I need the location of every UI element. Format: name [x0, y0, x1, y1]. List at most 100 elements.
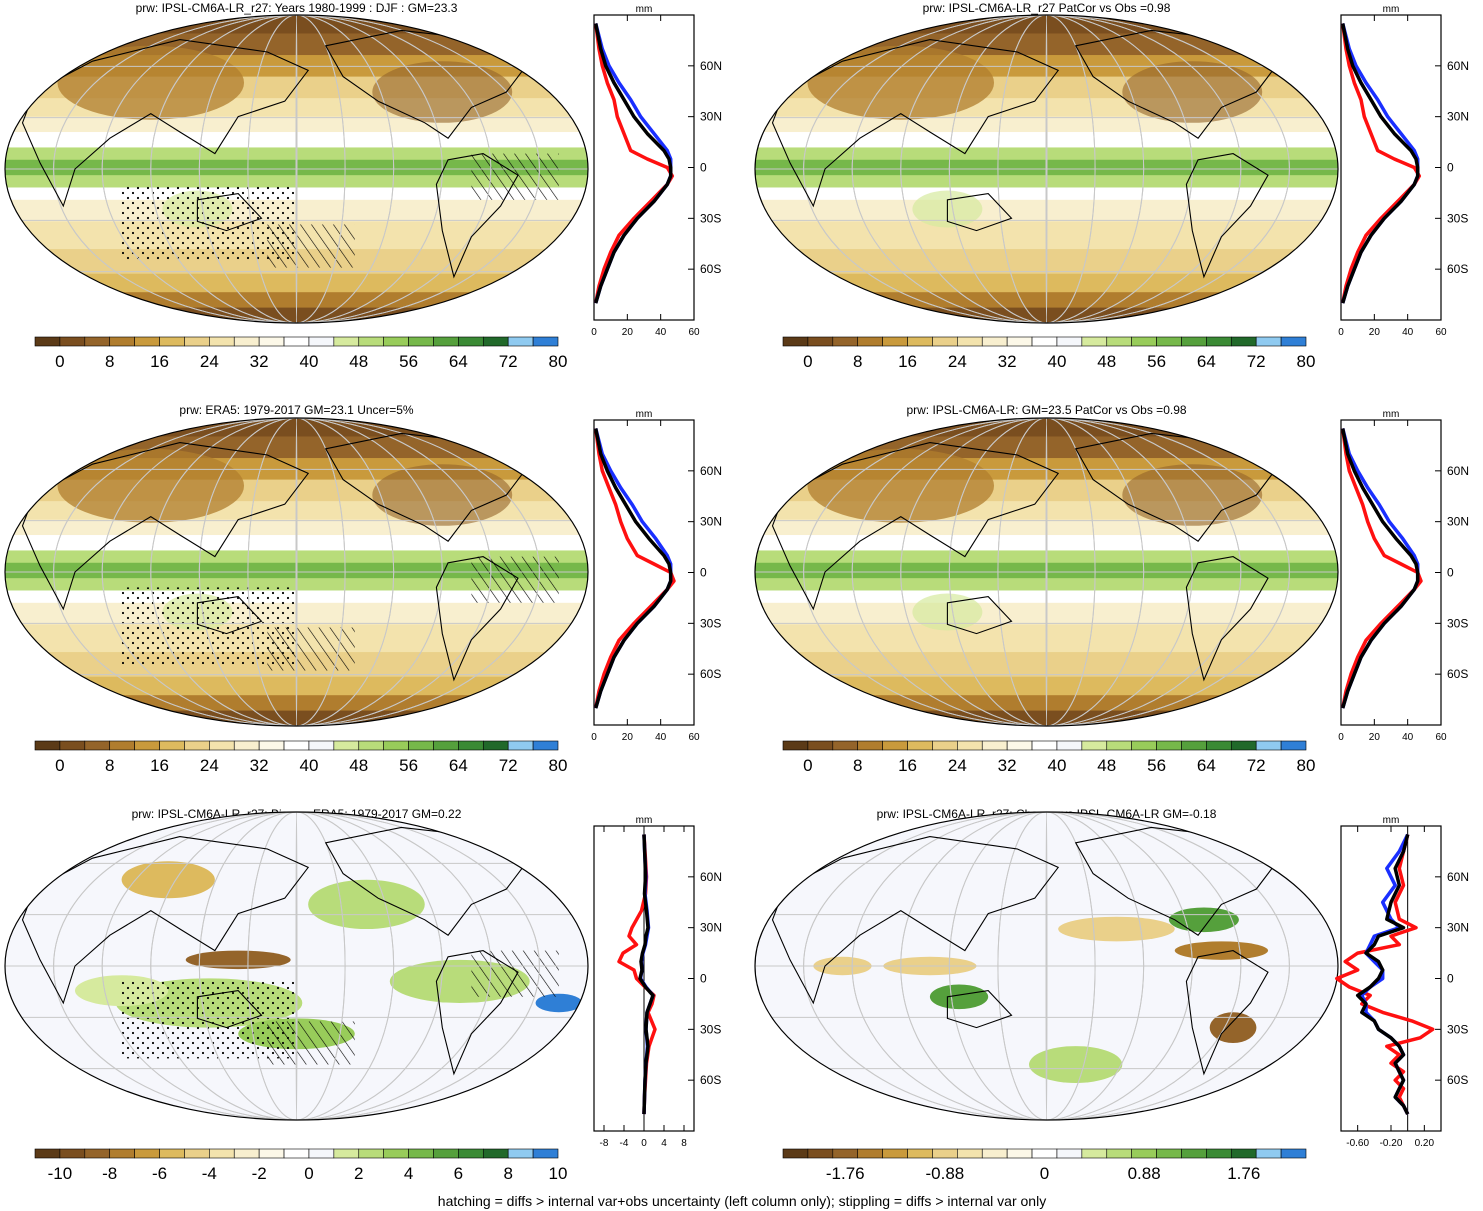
- hatching: [471, 153, 559, 200]
- colorbar-box: [258, 740, 285, 751]
- colorbar-box: [308, 336, 335, 347]
- x-tick-label: 20: [1369, 732, 1381, 743]
- colorbar-label: 40: [1047, 756, 1066, 775]
- coastline: [196, 193, 263, 232]
- stippling: [121, 587, 297, 665]
- graticule-line: [900, 15, 1193, 323]
- profile-unit: mm: [636, 4, 653, 15]
- graticule-line: [1045, 812, 1048, 1120]
- graticule-line: [198, 15, 395, 323]
- graticule-line: [851, 812, 1242, 1120]
- colorbar-label: 10: [549, 1164, 568, 1183]
- colorbar-box: [1255, 1148, 1282, 1159]
- map-border: [4, 14, 589, 324]
- colorbar-label: 16: [898, 352, 917, 371]
- map-region: [1058, 916, 1175, 942]
- map-region: [1122, 61, 1263, 123]
- colorbar-label: 72: [1247, 352, 1266, 371]
- profile-line-model: [1355, 834, 1410, 1115]
- colorbar-box: [957, 1148, 983, 1159]
- colorbar-box: [981, 1148, 1008, 1159]
- coastline: [435, 153, 519, 279]
- graticule-line: [247, 15, 346, 323]
- colorbar-box: [1056, 1148, 1083, 1159]
- colorbar-label: 48: [1097, 756, 1116, 775]
- graticule-line: [948, 812, 1145, 1120]
- colorbar-label: 4: [404, 1164, 413, 1183]
- colorbar-box: [1156, 740, 1182, 751]
- colorbar-box: [333, 1148, 360, 1159]
- lat-tick-label: 30S: [700, 616, 721, 630]
- coastline: [435, 556, 519, 682]
- map-region: [185, 950, 291, 970]
- profile-frame: [1340, 825, 1442, 1132]
- colorbar-label: 80: [1297, 352, 1316, 371]
- map-region: [308, 879, 425, 930]
- panel-title: prw: IPSL-CM6A-LR: GM=23.5 PatCor vs Obs…: [906, 403, 1186, 417]
- coastline: [1185, 556, 1269, 682]
- lat-tick-label: 0: [700, 566, 707, 580]
- lat-tick-label: 30S: [1447, 1022, 1468, 1036]
- colorbar: 0 8 16 24 32 40 48 56 64 72 80: [34, 336, 567, 371]
- panel-title: prw: ERA5: 1979-2017 GM=23.1 Uncer=5%: [179, 403, 413, 417]
- colorbar-box: [34, 1148, 61, 1159]
- x-tick-label: 20: [622, 732, 634, 743]
- colorbar-box: [782, 1148, 809, 1159]
- map-region: [57, 45, 245, 120]
- lat-tick-label: 30N: [700, 921, 722, 935]
- colorbar-box: [408, 740, 434, 751]
- lat-tick-label: 30S: [1447, 211, 1468, 225]
- colorbar-box: [1006, 740, 1033, 751]
- profile-frame: [593, 14, 695, 321]
- map: [5, 812, 588, 1120]
- map-border: [754, 14, 1339, 324]
- colorbar-box: [532, 740, 559, 751]
- colorbar-label: 16: [150, 352, 169, 371]
- colorbar-box: [1056, 740, 1083, 751]
- graticule-line: [53, 418, 540, 726]
- colorbar-label: 0: [55, 756, 64, 775]
- lat-tick-label: 60S: [1447, 262, 1468, 276]
- colorbar-label: 64: [1197, 756, 1216, 775]
- coastline: [771, 836, 1060, 1005]
- colorbar-box: [433, 740, 459, 751]
- graticule-line: [247, 418, 346, 726]
- colorbar-label: 8: [105, 756, 114, 775]
- map-region: [929, 984, 989, 1010]
- graticule-line: [53, 812, 540, 1120]
- coastline: [771, 442, 1060, 611]
- lat-tick-label: 30N: [1447, 515, 1469, 529]
- colorbar-label: 40: [1047, 352, 1066, 371]
- colorbar-label: 0: [304, 1164, 313, 1183]
- panel-title: prw: IPSL-CM6A-LR_r27 PatCor vs Obs =0.9…: [923, 1, 1171, 15]
- colorbar: 0 8 16 24 32 40 48 56 64 72 80: [782, 740, 1315, 775]
- colorbar-box: [1081, 740, 1108, 751]
- colorbar: 0 8 16 24 32 40 48 56 64 72 80: [782, 336, 1316, 371]
- colorbar-box: [1156, 336, 1182, 347]
- profile-line-model: [593, 23, 673, 304]
- colorbar-box: [957, 336, 983, 347]
- colorbar-box: [981, 740, 1008, 751]
- colorbar-label: 0: [55, 352, 64, 371]
- colorbar-box: [1206, 336, 1232, 347]
- graticule-line: [803, 418, 1290, 726]
- lat-tick-label: 60S: [700, 667, 721, 681]
- colorbar-label: -4: [202, 1164, 217, 1183]
- colorbar-box: [433, 1148, 459, 1159]
- colorbar-box: [832, 1148, 859, 1159]
- colorbar-box: [134, 740, 160, 751]
- colorbar-box: [34, 740, 61, 751]
- map-border: [754, 417, 1339, 727]
- coastline: [946, 596, 1013, 635]
- colorbar-box: [1280, 336, 1307, 347]
- colorbar-box: [932, 740, 958, 751]
- colorbar-label: -8: [102, 1164, 117, 1183]
- lat-tick-label: 60N: [700, 464, 722, 478]
- colorbar-box: [109, 740, 135, 751]
- colorbar-box: [34, 336, 61, 347]
- colorbar-box: [1131, 1148, 1157, 1159]
- lat-tick-label: 60N: [1447, 464, 1469, 478]
- profile-unit: mm: [1383, 409, 1400, 420]
- colorbar-box: [258, 336, 285, 347]
- colorbar-box: [184, 1148, 210, 1159]
